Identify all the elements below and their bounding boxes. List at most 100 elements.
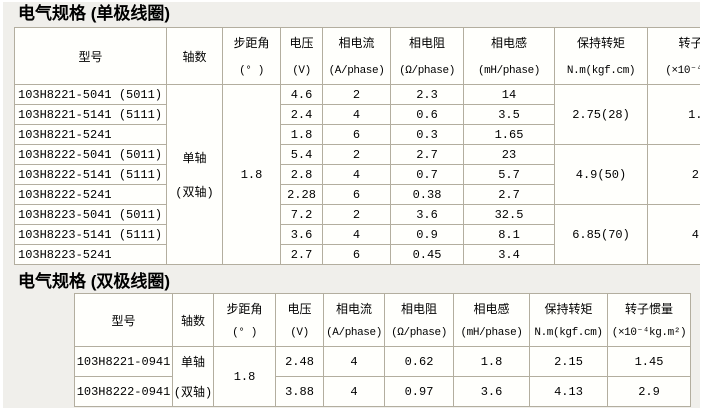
header-voltage-unit: (V) xyxy=(290,327,309,339)
table-row: 103H8223-5041 (5011) 7.2 2 3.6 32.5 6.85… xyxy=(15,205,700,264)
header-phase-resistance: 相电阻 (Ω/phase) xyxy=(385,294,453,346)
table-row: 103H8222-5141 (5111) 2.8 4 0.7 5.7 xyxy=(15,165,700,184)
phase-current-cell: 2 xyxy=(323,205,390,224)
holding-torque-cell: 2.75(28) xyxy=(555,85,647,144)
shaft-line2: (双轴) xyxy=(175,186,214,200)
phase-inductance-cell: 14 xyxy=(464,85,554,104)
model-cell: 103H8221-5141 (5111) xyxy=(15,105,166,124)
rotor-inertia-cell: 4.6 xyxy=(648,205,700,264)
unipolar-table: 型号 轴数 步距角 (° ) 电压 (V) 相电流 (A/phase) 相电阻 (Ω/p… xyxy=(14,27,700,265)
phase-resistance-cell: 3.6 xyxy=(391,205,463,224)
phase-resistance-cell: 2.3 xyxy=(391,85,463,104)
voltage-cell: 2.4 xyxy=(281,105,322,124)
shaft-count-cell: 单轴 (双轴) xyxy=(173,347,213,406)
phase-inductance-cell: 5.7 xyxy=(464,165,554,184)
voltage-cell: 2.7 xyxy=(281,245,322,264)
phase-inductance-cell: 1.8 xyxy=(454,347,529,376)
model-cell: 103H8223-5041 (5011) xyxy=(15,205,166,224)
phase-current-cell: 2 xyxy=(323,145,390,164)
voltage-cell: 3.6 xyxy=(281,225,322,244)
header-phase-current: 相电流 (A/phase) xyxy=(323,28,390,84)
header-phase-current-unit: (A/phase) xyxy=(326,327,382,339)
phase-current-cell: 4 xyxy=(324,347,384,376)
phase-resistance-cell: 0.38 xyxy=(391,185,463,204)
phase-resistance-cell: 0.3 xyxy=(391,125,463,144)
phase-current-cell: 6 xyxy=(323,245,390,264)
header-model: 型号 xyxy=(75,294,172,346)
header-rotor-inertia-unit: (×10⁻⁴kg.m²) xyxy=(611,327,687,339)
header-holding-torque-unit: N.m(kgf.cm) xyxy=(566,65,636,77)
header-phase-resistance-label: 相电阻 xyxy=(408,37,445,51)
phase-current-cell: 4 xyxy=(324,377,384,406)
rotor-inertia-cell: 1.45 xyxy=(648,85,700,144)
model-cell: 103H8222-5041 (5011) xyxy=(15,145,166,164)
phase-resistance-cell: 0.6 xyxy=(391,105,463,124)
header-voltage-label: 电压 xyxy=(289,37,314,51)
header-phase-current-label: 相电流 xyxy=(335,303,372,317)
header-step-angle: 步距角 (° ) xyxy=(214,294,275,346)
header-row: 型号 轴数 步距角 (° ) 电压 (V) 相电流 (A/phase) 相电阻 (Ω/p… xyxy=(15,28,700,84)
header-phase-current-unit: (A/phase) xyxy=(328,65,385,77)
model-cell: 103H8223-5141 (5111) xyxy=(15,225,166,244)
step-angle-cell: 1.8 xyxy=(214,347,275,406)
holding-torque-cell: 2.15 xyxy=(530,347,607,376)
header-row: 型号 轴数 步距角 (° ) 电压 (V) 相电流 (A/phase) 相电阻 (Ω/p… xyxy=(75,294,690,346)
header-voltage: 电压 (V) xyxy=(276,294,323,346)
table-row: 103H8221-5241 1.8 6 0.3 1.65 xyxy=(15,125,700,144)
holding-torque-cell: 4.13 xyxy=(530,377,607,406)
shaft-line2: (双轴) xyxy=(173,385,213,400)
phase-current-cell: 4 xyxy=(323,165,390,184)
header-holding-torque: 保持转矩 N.m(kgf.cm) xyxy=(555,28,647,84)
phase-inductance-cell: 3.5 xyxy=(464,105,554,124)
header-phase-resistance: 相电阻 (Ω/phase) xyxy=(391,28,463,84)
header-step-angle-label: 步距角 xyxy=(226,303,263,317)
header-model: 型号 xyxy=(15,28,166,84)
table-row: 103H8222-5041 (5011) 5.4 2 2.7 23 4.9(50… xyxy=(15,145,700,204)
page: 电气规格 (单极线圈) 型号 轴数 步距角 (° ) 电压 (V) 相电流 (A/ph… xyxy=(3,2,700,408)
header-rotor-inertia-label: 转子惯量 xyxy=(624,303,673,317)
model-cell: 103H8222-5141 (5111) xyxy=(15,165,166,184)
header-model-label: 型号 xyxy=(78,50,103,65)
shaft-line1: 单轴 xyxy=(180,356,205,371)
header-phase-inductance-unit: (mH/phase) xyxy=(477,65,540,77)
phase-inductance-cell: 2.7 xyxy=(464,185,554,204)
table-row: 103H8223-5241 2.7 6 0.45 3.4 xyxy=(15,245,700,264)
header-holding-torque-label: 保持转矩 xyxy=(576,37,625,51)
model-cell: 103H8221-0941 xyxy=(75,347,172,376)
voltage-cell: 3.88 xyxy=(276,377,323,406)
shaft-line1: 单轴 xyxy=(182,152,207,166)
phase-inductance-cell: 1.65 xyxy=(464,125,554,144)
bipolar-title: 电气规格 (双极线圈) xyxy=(18,272,171,291)
phase-inductance-cell: 23 xyxy=(464,145,554,164)
phase-current-cell: 4 xyxy=(323,225,390,244)
rotor-inertia-cell: 2.9 xyxy=(608,377,690,406)
model-cell: 103H8221-5041 (5011) xyxy=(15,85,166,104)
phase-inductance-cell: 32.5 xyxy=(464,205,554,224)
voltage-cell: 2.48 xyxy=(276,347,323,376)
phase-inductance-cell: 3.6 xyxy=(454,377,529,406)
header-shaft-count: 轴数 xyxy=(167,28,222,84)
table-row: 103H8221-5141 (5111) 2.4 4 0.6 3.5 xyxy=(15,105,700,124)
header-phase-resistance-unit: (Ω/phase) xyxy=(399,65,455,77)
header-step-angle-unit: (° ) xyxy=(239,65,264,77)
phase-current-cell: 2 xyxy=(323,85,390,104)
header-phase-current-label: 相电流 xyxy=(338,37,375,51)
header-step-angle-label: 步距角 xyxy=(233,37,270,51)
rotor-inertia-cell: 2.9 xyxy=(648,145,700,204)
header-phase-inductance: 相电感 (mH/phase) xyxy=(454,294,529,346)
header-phase-inductance-label: 相电感 xyxy=(490,37,527,51)
phase-current-cell: 6 xyxy=(323,125,390,144)
table-row: 103H8221-5041 (5011) 单轴 (双轴) 1.8 4.6 2 2.… xyxy=(15,85,700,264)
header-phase-inductance-label: 相电感 xyxy=(473,303,510,317)
voltage-cell: 2.28 xyxy=(281,185,322,204)
table-row: 103H8221-0941 单轴 (双轴) 1.8 2.48 4 0.62 1.8… xyxy=(75,347,690,406)
phase-resistance-cell: 2.7 xyxy=(391,145,463,164)
header-shaft-label: 轴数 xyxy=(182,50,207,65)
header-phase-inductance: 相电感 (mH/phase) xyxy=(464,28,554,84)
header-voltage-label: 电压 xyxy=(287,303,312,317)
table-row: 103H8223-5141 (5111) 3.6 4 0.9 8.1 xyxy=(15,225,700,244)
header-voltage-unit: (V) xyxy=(292,65,311,77)
phase-resistance-cell: 0.97 xyxy=(385,377,453,406)
table-row: 103H8222-0941 3.88 4 0.97 3.6 4.13 2.9 xyxy=(75,377,690,406)
phase-resistance-cell: 0.7 xyxy=(391,165,463,184)
